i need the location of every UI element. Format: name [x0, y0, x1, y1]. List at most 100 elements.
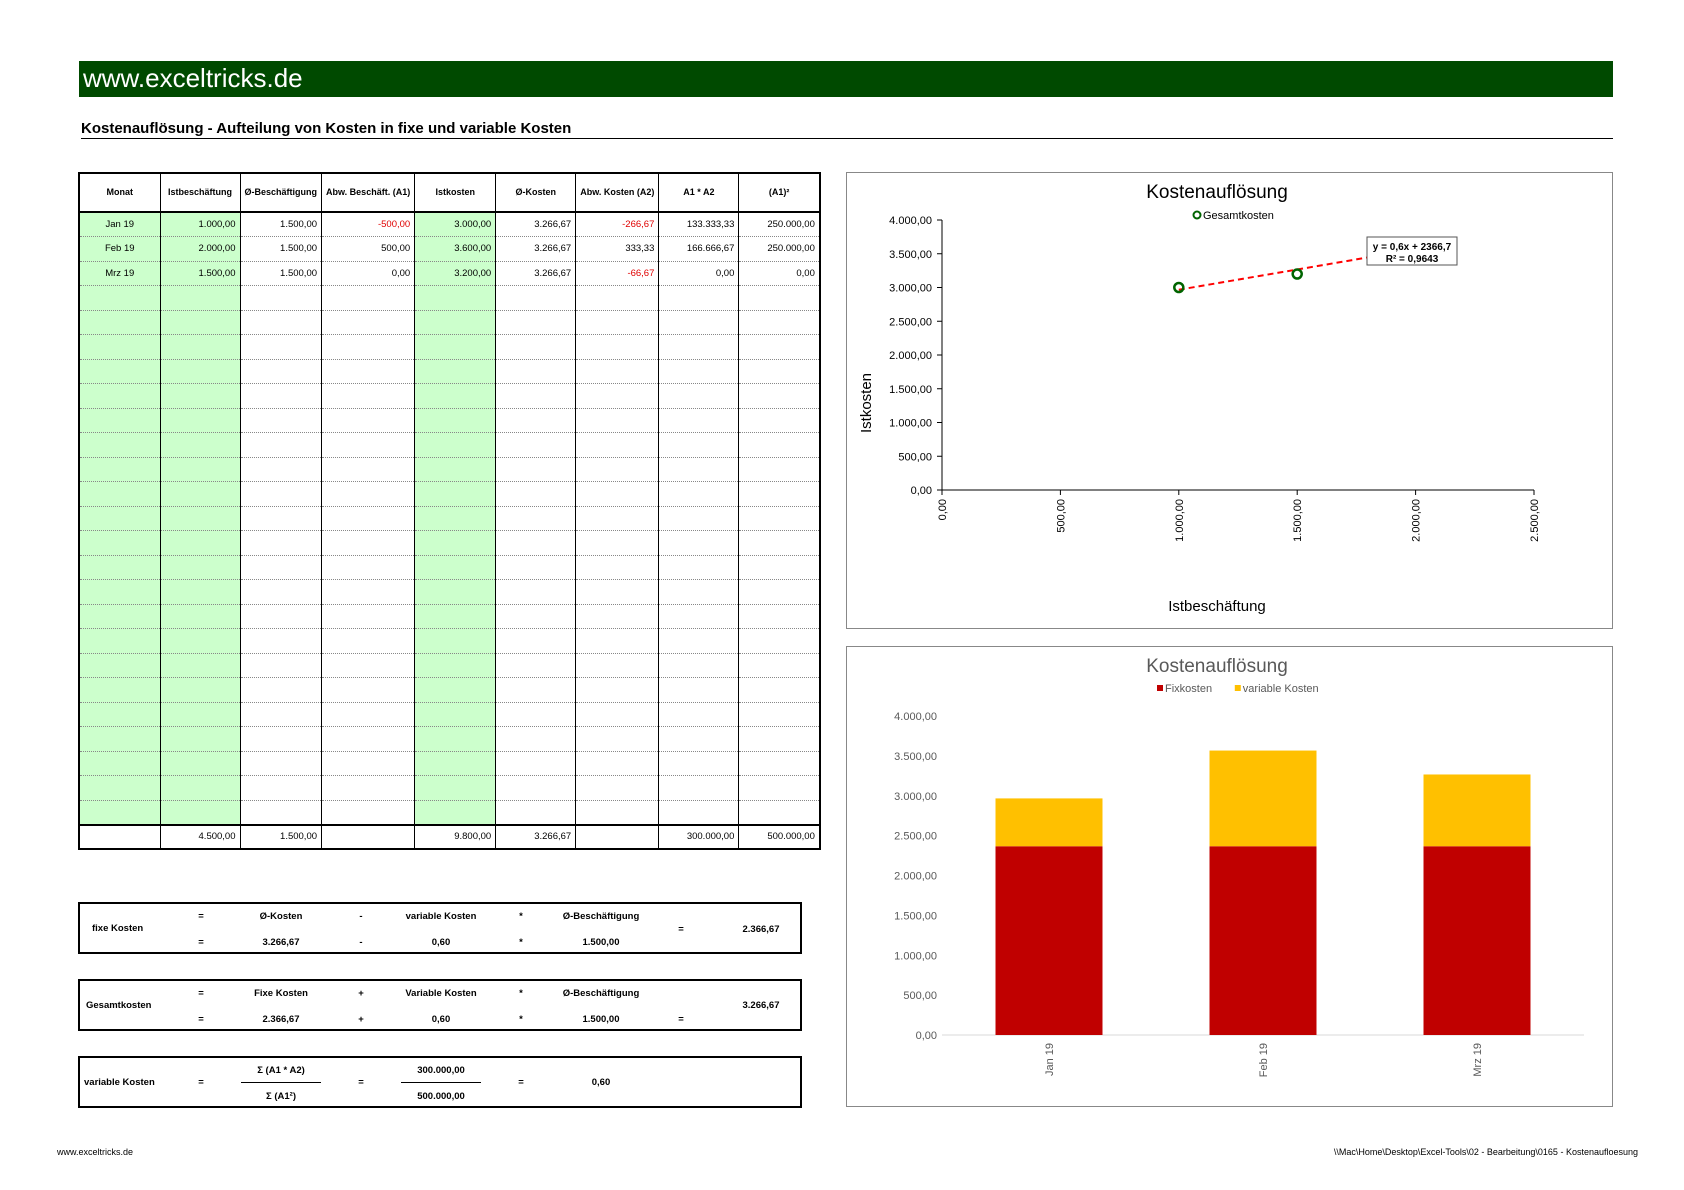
table-cell[interactable]	[495, 628, 577, 654]
table-cell[interactable]	[738, 554, 821, 580]
table-cell[interactable]	[321, 432, 416, 458]
table-cell[interactable]	[321, 677, 416, 703]
table-cell[interactable]	[658, 505, 740, 531]
table-cell[interactable]: 1.500,00	[159, 260, 241, 286]
table-cell[interactable]	[495, 750, 577, 776]
table-cell[interactable]	[239, 554, 323, 580]
table-cell[interactable]	[575, 775, 660, 801]
table-cell[interactable]	[575, 530, 660, 556]
table-cell[interactable]	[78, 579, 161, 605]
table-cell[interactable]	[495, 799, 577, 826]
table-cell[interactable]	[159, 309, 241, 335]
table-cell[interactable]	[321, 652, 416, 678]
table-cell[interactable]	[78, 456, 161, 482]
table-cell[interactable]	[658, 285, 740, 311]
table-cell[interactable]: 1.500,00	[239, 236, 323, 262]
table-cell[interactable]	[414, 726, 497, 752]
table-cell[interactable]	[738, 432, 821, 458]
table-cell[interactable]	[239, 309, 323, 335]
table-cell[interactable]: -266,67	[575, 211, 660, 237]
table-cell[interactable]	[239, 285, 323, 311]
table-cell[interactable]	[239, 407, 323, 433]
table-cell[interactable]	[239, 530, 323, 556]
table-cell[interactable]	[414, 603, 497, 629]
table-cell[interactable]	[658, 652, 740, 678]
table-cell[interactable]	[738, 726, 821, 752]
table-cell[interactable]	[321, 481, 416, 507]
table-cell[interactable]	[495, 603, 577, 629]
table-cell[interactable]	[159, 358, 241, 384]
table-cell[interactable]	[159, 701, 241, 727]
table-cell[interactable]	[738, 334, 821, 360]
table-cell[interactable]	[414, 407, 497, 433]
table-cell[interactable]	[495, 285, 577, 311]
table-cell[interactable]	[78, 775, 161, 801]
table-cell[interactable]	[159, 505, 241, 531]
table-cell[interactable]	[159, 432, 241, 458]
table-cell[interactable]	[239, 677, 323, 703]
table-cell[interactable]	[738, 677, 821, 703]
table-cell[interactable]	[414, 677, 497, 703]
table-cell[interactable]	[414, 701, 497, 727]
table-cell[interactable]: 0,00	[658, 260, 740, 286]
table-cell[interactable]: 3.266,67	[495, 260, 577, 286]
table-cell[interactable]	[575, 456, 660, 482]
table-cell[interactable]	[738, 701, 821, 727]
table-cell[interactable]	[738, 358, 821, 384]
table-cell[interactable]	[658, 334, 740, 360]
table-cell[interactable]	[495, 726, 577, 752]
table-cell[interactable]	[159, 481, 241, 507]
table-cell[interactable]	[78, 530, 161, 556]
table-cell[interactable]	[658, 628, 740, 654]
table-cell[interactable]	[159, 603, 241, 629]
table-cell[interactable]	[495, 456, 577, 482]
table-cell[interactable]	[321, 628, 416, 654]
table-cell[interactable]	[658, 383, 740, 409]
table-cell[interactable]	[414, 652, 497, 678]
table-cell[interactable]	[239, 505, 323, 531]
table-cell[interactable]	[159, 579, 241, 605]
table-cell[interactable]	[239, 481, 323, 507]
table-cell[interactable]	[738, 652, 821, 678]
table-cell[interactable]	[159, 554, 241, 580]
table-cell[interactable]	[575, 481, 660, 507]
table-cell[interactable]	[414, 505, 497, 531]
table-cell[interactable]	[414, 334, 497, 360]
table-cell[interactable]	[414, 628, 497, 654]
table-cell[interactable]	[575, 309, 660, 335]
table-cell[interactable]	[159, 334, 241, 360]
table-cell[interactable]	[575, 432, 660, 458]
table-cell[interactable]	[321, 358, 416, 384]
table-cell[interactable]	[78, 628, 161, 654]
table-cell[interactable]	[738, 407, 821, 433]
table-cell[interactable]	[321, 701, 416, 727]
table-cell[interactable]	[658, 677, 740, 703]
table-cell[interactable]	[239, 603, 323, 629]
table-cell[interactable]	[738, 750, 821, 776]
table-cell[interactable]: 1.500,00	[239, 211, 323, 237]
table-cell[interactable]	[738, 481, 821, 507]
table-cell[interactable]	[414, 799, 497, 826]
table-cell[interactable]	[738, 579, 821, 605]
table-cell[interactable]	[78, 505, 161, 531]
table-cell[interactable]	[738, 456, 821, 482]
table-cell[interactable]	[159, 456, 241, 482]
table-cell[interactable]	[78, 309, 161, 335]
table-cell[interactable]	[321, 579, 416, 605]
table-cell[interactable]	[78, 701, 161, 727]
table-cell[interactable]	[239, 579, 323, 605]
table-cell[interactable]	[575, 603, 660, 629]
table-cell[interactable]	[658, 603, 740, 629]
table-cell[interactable]: 1.000,00	[159, 211, 241, 237]
table-cell[interactable]	[414, 456, 497, 482]
table-cell[interactable]	[575, 726, 660, 752]
table-cell[interactable]	[414, 775, 497, 801]
table-cell[interactable]	[78, 799, 161, 826]
table-cell[interactable]	[575, 628, 660, 654]
table-cell[interactable]	[321, 309, 416, 335]
table-cell[interactable]	[239, 750, 323, 776]
table-cell[interactable]	[321, 456, 416, 482]
table-cell[interactable]	[495, 432, 577, 458]
table-cell[interactable]	[575, 383, 660, 409]
table-cell[interactable]	[78, 358, 161, 384]
